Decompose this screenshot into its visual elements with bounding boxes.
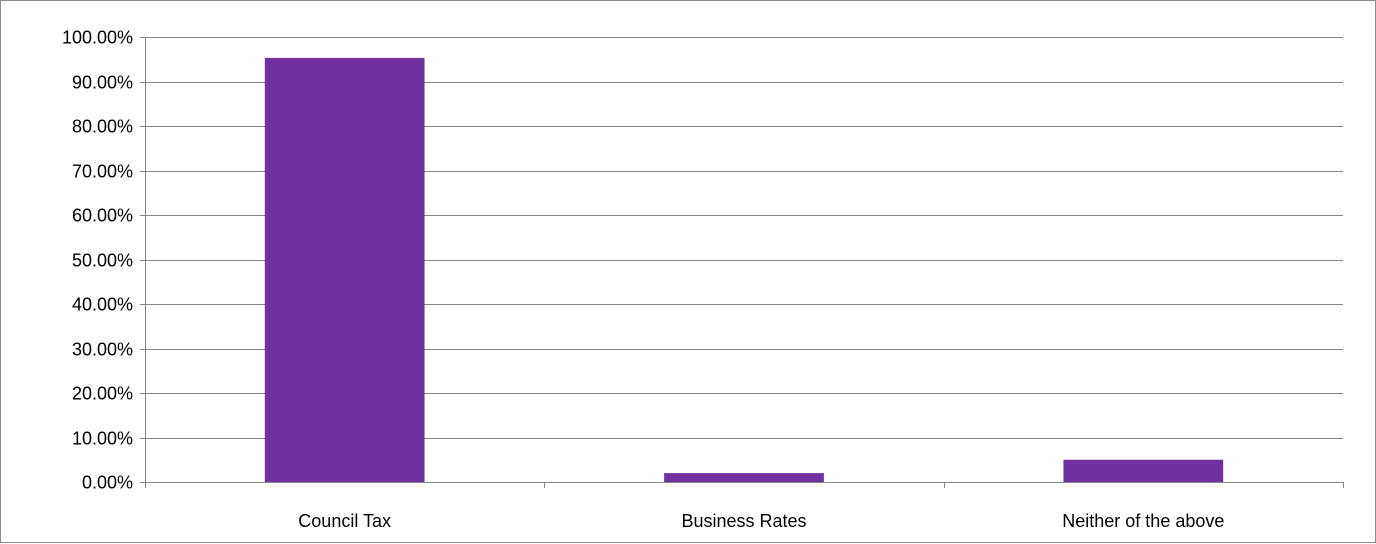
bar-business-rates — [664, 473, 824, 482]
y-tick-label: 50.00% — [72, 251, 133, 271]
y-tick-label: 80.00% — [72, 117, 133, 137]
bar-neither-of-the-above — [1063, 459, 1224, 482]
y-tick-label: 20.00% — [72, 384, 133, 404]
y-tick-label: 0.00% — [82, 473, 133, 493]
y-tick-label: 40.00% — [72, 295, 133, 315]
y-tick-label: 90.00% — [72, 73, 133, 93]
x-category-label: Council Tax — [298, 511, 391, 531]
y-tick-label: 70.00% — [72, 162, 133, 182]
x-axis-category-labels: Council Tax Business Rates Neither of the … — [298, 511, 1224, 531]
y-tick-label: 10.00% — [72, 429, 133, 449]
bar-council-tax — [264, 57, 425, 482]
y-tick-label: 30.00% — [72, 340, 133, 360]
y-axis-tick-labels: 0.00% 10.00% 20.00% 30.00% 40.00% 50.00% 60.00… — [62, 28, 133, 493]
bars — [264, 57, 1224, 482]
x-category-label: Neither of the above — [1062, 511, 1224, 531]
x-category-label: Business Rates — [681, 511, 806, 531]
y-tick-label: 100.00% — [62, 28, 133, 48]
y-tick-label: 60.00% — [72, 206, 133, 226]
axes — [140, 37, 1344, 488]
